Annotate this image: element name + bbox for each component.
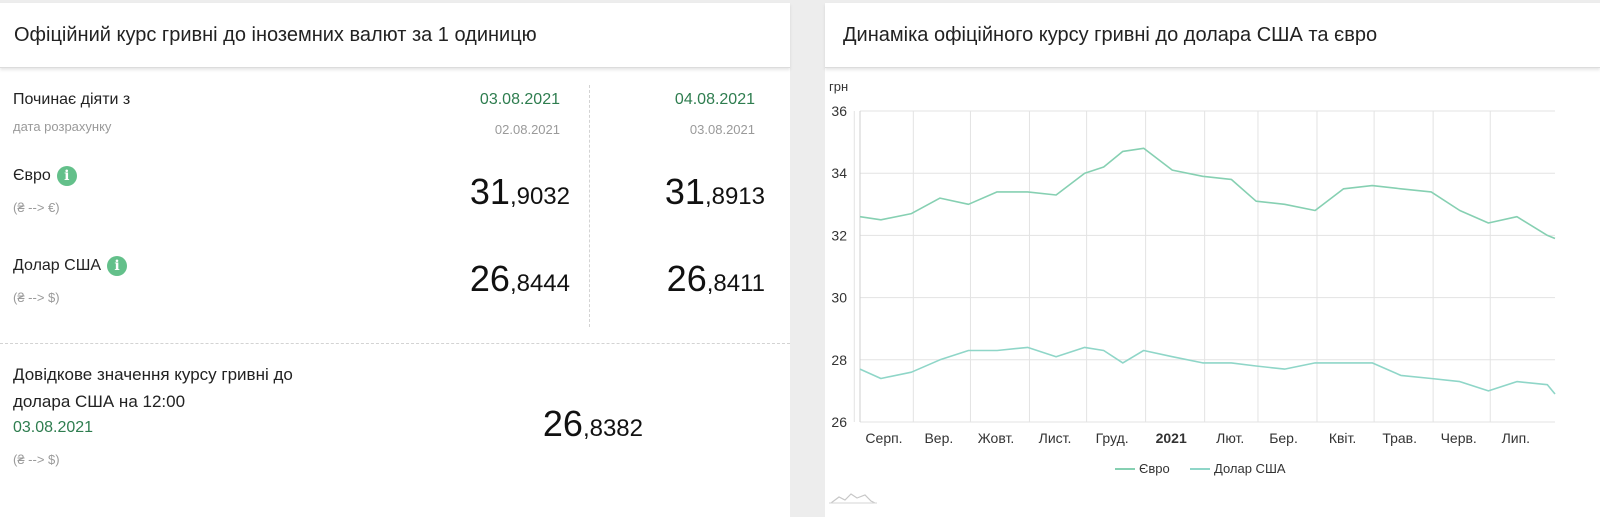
column-calc-date-1: 02.08.2021 bbox=[494, 122, 560, 137]
panel-title: Офіційний курс гривні до іноземних валют… bbox=[0, 3, 790, 68]
rate-value: 31,9032 bbox=[370, 171, 570, 213]
x-tick-label: Лип. bbox=[1502, 430, 1530, 446]
rate-fraction: ,9032 bbox=[509, 183, 570, 210]
y-axis-unit-label: грн bbox=[829, 79, 848, 94]
reference-title-line1: Довідкове значення курсу гривні до bbox=[13, 365, 293, 384]
rate-value: 26,8411 bbox=[565, 258, 765, 300]
x-tick-label: Лист. bbox=[1039, 430, 1072, 446]
reference-rate: 26,8382 bbox=[443, 403, 643, 445]
x-tick-label: Вер. bbox=[924, 430, 953, 446]
x-tick-label: Бер. bbox=[1269, 430, 1298, 446]
effective-date-label: Починає діяти з bbox=[13, 91, 131, 108]
currency-name: Долар США bbox=[13, 257, 102, 275]
x-tick-label: Серп. bbox=[865, 430, 902, 446]
currency-direction: (₴ --> $) bbox=[13, 290, 60, 305]
y-tick-label: 30 bbox=[831, 290, 847, 306]
rate-value: 31,8913 bbox=[565, 171, 765, 213]
x-tick-label: Груд. bbox=[1096, 430, 1129, 446]
calc-date-label: дата розрахунку bbox=[13, 119, 112, 134]
rate-fraction: ,8382 bbox=[582, 415, 643, 442]
legend-label: Євро bbox=[1139, 461, 1170, 476]
series-line-usd bbox=[859, 346, 1556, 395]
rate-fraction: ,8913 bbox=[704, 183, 765, 210]
panel-title: Динаміка офіційного курсу гривні до дола… bbox=[825, 3, 1600, 68]
currency-name: Євро bbox=[13, 167, 51, 185]
y-tick-label: 28 bbox=[831, 352, 847, 368]
column-date-1: 03.08.2021 bbox=[479, 91, 560, 108]
info-icon[interactable]: i bbox=[56, 166, 77, 186]
x-tick-label: Трав. bbox=[1382, 430, 1417, 446]
currency-direction: (₴ --> €) bbox=[13, 200, 60, 215]
y-tick-label: 32 bbox=[831, 227, 847, 243]
y-tick-label: 36 bbox=[831, 103, 847, 119]
x-tick-label: Жовт. bbox=[978, 430, 1014, 446]
currency-row-usd: Долар США i bbox=[13, 256, 128, 276]
reference-title-line2: долара США на 12:00 bbox=[13, 392, 186, 411]
navigator-preview-icon bbox=[830, 493, 876, 504]
rate-value: 26,8444 bbox=[370, 258, 570, 300]
rate-integer: 26 bbox=[469, 258, 510, 299]
rate-fraction: ,8411 bbox=[706, 270, 765, 297]
reference-date: 03.08.2021 bbox=[13, 419, 94, 436]
legend-label: Долар США bbox=[1214, 461, 1286, 476]
column-divider bbox=[589, 85, 590, 327]
currency-row-euro: Євро i bbox=[13, 166, 77, 186]
x-tick-label: Лют. bbox=[1216, 430, 1244, 446]
column-calc-date-2: 03.08.2021 bbox=[689, 122, 755, 137]
y-tick-label: 34 bbox=[831, 165, 847, 181]
info-icon[interactable]: i bbox=[107, 256, 128, 276]
rate-dynamics-panel: Динаміка офіційного курсу гривні до дола… bbox=[825, 3, 1600, 517]
rate-integer: 26 bbox=[666, 258, 707, 299]
rate-line-chart[interactable]: 26 28 30 32 34 36 грн Серп. Вер. Жовт. Лист. Груд. 2… bbox=[825, 71, 1600, 516]
rate-integer: 31 bbox=[664, 171, 705, 212]
column-date-2: 04.08.2021 bbox=[674, 91, 755, 108]
x-tick-label: 2021 bbox=[1156, 430, 1187, 446]
x-tick-label: Черв. bbox=[1441, 430, 1477, 446]
rate-fraction: ,8444 bbox=[509, 270, 570, 297]
x-tick-label: Квіт. bbox=[1329, 430, 1356, 446]
rate-integer: 26 bbox=[542, 403, 583, 444]
series-line-euro bbox=[859, 147, 1556, 240]
rate-integer: 31 bbox=[469, 171, 510, 212]
exchange-rate-panel: Офіційний курс гривні до іноземних валют… bbox=[0, 3, 790, 517]
section-divider bbox=[0, 343, 790, 344]
y-tick-label: 26 bbox=[831, 414, 847, 430]
reference-direction: (₴ --> $) bbox=[13, 452, 60, 467]
